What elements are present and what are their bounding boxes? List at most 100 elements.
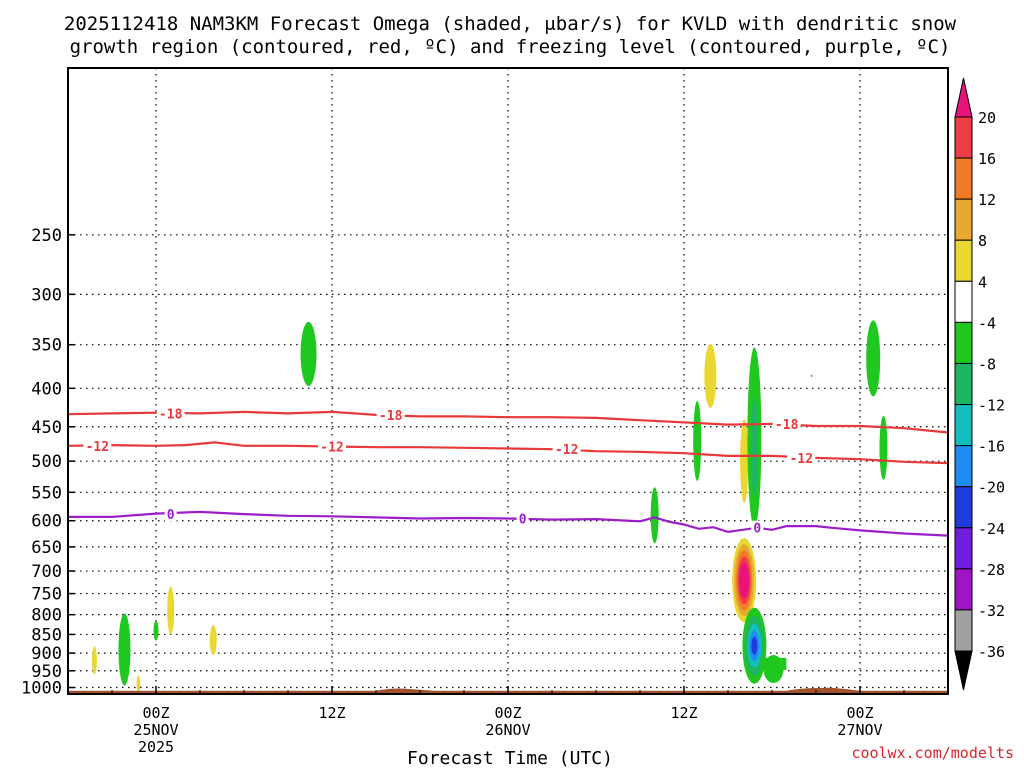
contour-label-bg — [552, 442, 581, 457]
colorbar-tick-label: -4 — [978, 314, 996, 332]
colorbar-tick-label: -28 — [978, 561, 1005, 579]
x-axis-label: Forecast Time (UTC) — [407, 748, 613, 768]
colorbar-bottom-arrow — [954, 650, 973, 691]
y-tick-label: 800 — [31, 606, 62, 626]
grid-lines — [68, 68, 948, 694]
credit-text: coolwx.com/modelts — [851, 744, 1014, 762]
contour-label: -12 — [86, 440, 109, 455]
omega-cell — [760, 657, 787, 670]
colorbar-tick-label: -32 — [978, 602, 1005, 620]
contour-label: -12 — [320, 440, 343, 455]
y-tick-label: 250 — [31, 226, 62, 246]
y-tick-label: 300 — [31, 285, 62, 305]
y-tick-label: 950 — [31, 662, 62, 682]
colorbar-tick-label: 16 — [978, 150, 996, 168]
colorbar-tick-label: -24 — [978, 520, 1005, 538]
colorbar-tick-label: -8 — [978, 355, 996, 373]
contour-label: 0 — [753, 522, 761, 537]
y-tick-label: 400 — [31, 379, 62, 399]
colorbar-bin — [954, 280, 973, 323]
omega-cell — [810, 374, 813, 377]
colorbar-tick-label: -12 — [978, 397, 1005, 415]
x-tick-label: 00Z — [142, 704, 169, 722]
colorbar-tick-label: 12 — [978, 191, 996, 209]
x-tick-label: 12Z — [670, 704, 697, 722]
omega-cell — [879, 415, 888, 480]
omega-cell — [704, 343, 717, 408]
contour-label: -18 — [379, 409, 403, 424]
contour-label: 0 — [167, 508, 175, 523]
y-tick-label: 650 — [31, 538, 62, 558]
omega-cell — [740, 419, 749, 504]
colorbar-bin — [954, 445, 973, 488]
colorbar-bin — [954, 568, 973, 611]
contour-label-bg — [516, 511, 529, 526]
omega-shading — [91, 320, 888, 694]
contour-line — [68, 510, 948, 537]
omega-cell — [167, 586, 175, 635]
x-tick-label: 00Z — [494, 704, 521, 722]
contour-label-bg — [156, 406, 185, 421]
omega-cell — [866, 320, 881, 397]
colorbar-tick-label: 8 — [978, 232, 987, 250]
x-tick-label: 00Z — [846, 704, 873, 722]
contour-label: -12 — [555, 443, 578, 458]
x-tick-label: 12Z — [318, 704, 345, 722]
contour-label: -18 — [159, 407, 183, 422]
omega-cell — [300, 321, 317, 386]
contour-label-bg — [787, 450, 816, 465]
omega-cell — [751, 636, 758, 655]
y-tick-label: 900 — [31, 644, 62, 664]
omega-cell — [136, 675, 141, 694]
x-tick-label: 27NOV — [837, 721, 882, 739]
contour-line — [68, 410, 948, 434]
omega-cell — [153, 620, 159, 641]
y-tick-label: 750 — [31, 585, 62, 605]
y-tick-label: 1000 — [21, 679, 62, 699]
colorbar-bin — [954, 198, 973, 241]
x-tick-label: 26NOV — [485, 721, 530, 739]
colorbar: 20 16 12 8 4 -4 -8 -12 -16 -20 -24 -28 -32 -36 — [954, 77, 1005, 691]
omega-cell — [650, 487, 659, 544]
omega-cell — [693, 400, 702, 481]
chart-title: 2025112418 NAM3KM Forecast Omega (shaded… — [64, 13, 957, 35]
colorbar-bin — [954, 527, 973, 570]
colorbar-tick-label: -36 — [978, 643, 1005, 661]
x-tick-label: 2025 — [138, 738, 174, 756]
omega-cell — [209, 625, 217, 656]
contour-label-bg — [376, 407, 405, 422]
colorbar-tick-label: -20 — [978, 479, 1005, 497]
y-tick-label: 850 — [31, 625, 62, 645]
colorbar-tick-label: 20 — [978, 109, 996, 127]
omega-cell — [91, 646, 97, 675]
chart-subtitle: growth region (contoured, red, ºC) and f… — [70, 36, 951, 58]
omega-cell — [750, 397, 758, 497]
colorbar-bin — [954, 157, 973, 200]
temperature-contours: -18 -18 -18 -12 -12 -12 -12 0 0 0 — [68, 406, 948, 537]
colorbar-bin — [954, 239, 973, 282]
colorbar-bin — [954, 321, 973, 364]
colorbar-bin — [954, 404, 973, 447]
omega-cell — [118, 613, 131, 686]
y-tick-label: 500 — [31, 452, 62, 472]
contour-label: 0 — [519, 513, 527, 528]
colorbar-bin — [954, 486, 973, 529]
colorbar-tick-label: -16 — [978, 438, 1005, 456]
y-tick-label: 450 — [31, 418, 62, 438]
y-axis: 2503003504004505005506006507007508008509… — [21, 226, 75, 699]
colorbar-bin — [954, 609, 973, 652]
colorbar-bin — [954, 362, 973, 406]
x-tick-label: 25NOV — [133, 721, 178, 739]
contour-label-bg — [772, 416, 801, 431]
colorbar-bin — [954, 116, 973, 159]
y-tick-label: 550 — [31, 483, 62, 503]
contour-label: -12 — [790, 452, 813, 467]
colorbar-tick-label: 4 — [978, 273, 987, 291]
y-tick-label: 350 — [31, 336, 62, 356]
contour-label-bg — [318, 439, 346, 454]
contour-label: -18 — [775, 418, 799, 433]
contour-label-bg — [164, 507, 177, 522]
y-tick-label: 700 — [31, 562, 62, 582]
